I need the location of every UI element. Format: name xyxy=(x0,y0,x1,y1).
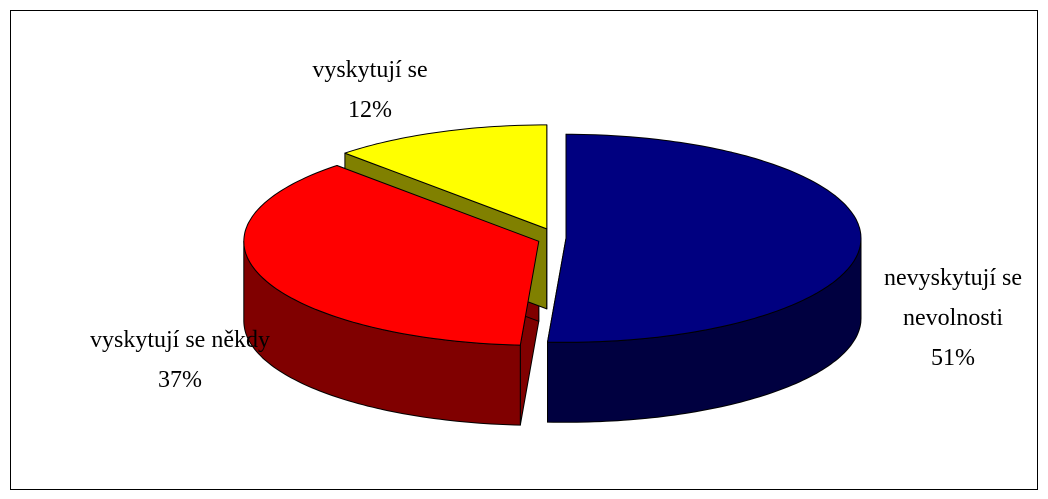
category-label: nevyskytují se nevolnosti xyxy=(884,265,1022,331)
slice xyxy=(547,133,862,343)
slice-label: vyskytují se někdy 37% xyxy=(80,320,280,400)
value-label: 37% xyxy=(158,367,202,393)
slice-label: vyskytují se 12% xyxy=(280,50,460,130)
value-label: 51% xyxy=(931,345,975,371)
slice xyxy=(344,124,548,230)
category-label: vyskytují se někdy xyxy=(90,327,270,353)
category-label: vyskytují se xyxy=(312,57,428,83)
slice xyxy=(243,165,540,346)
slice-label: nevyskytují se nevolnosti 51% xyxy=(858,258,1048,378)
value-label: 12% xyxy=(348,97,392,123)
